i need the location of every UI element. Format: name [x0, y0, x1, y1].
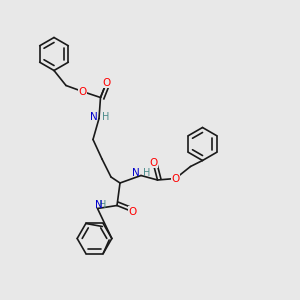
Text: O: O — [128, 206, 137, 217]
Text: O: O — [78, 86, 87, 97]
Text: O: O — [171, 173, 180, 184]
Text: N: N — [132, 168, 140, 178]
Text: O: O — [102, 77, 111, 88]
Text: H: H — [99, 200, 106, 210]
Text: N: N — [90, 112, 98, 122]
Text: O: O — [149, 158, 157, 168]
Text: H: H — [102, 112, 110, 122]
Text: H: H — [142, 168, 150, 178]
Text: N: N — [94, 200, 102, 210]
